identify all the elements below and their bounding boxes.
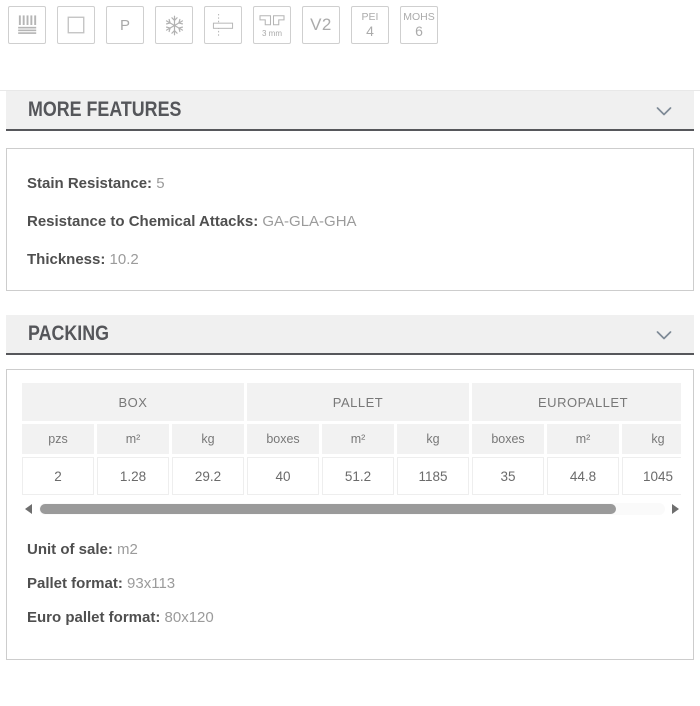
packing-title: PACKING (28, 322, 109, 345)
euro-pallet-format-label: Euro pallet format: (27, 609, 161, 626)
cell-pallet-m2: 51.2 (322, 457, 394, 495)
col-header-m2: m² (97, 424, 169, 454)
cell-europallet-kg: 1045 (622, 457, 681, 495)
group-header-box: BOX (22, 383, 244, 421)
cell-box-pzs: 2 (22, 457, 94, 495)
stain-resistance-value: 5 (156, 175, 165, 192)
pei-label: PEI (361, 11, 379, 24)
col-header-boxes: boxes (247, 424, 319, 454)
chevron-down-icon (656, 330, 672, 339)
horizontal-scrollbar[interactable] (19, 501, 681, 517)
col-header-pzs: pzs (22, 424, 94, 454)
group-header-europallet: EUROPALLET (472, 383, 681, 421)
snowflake-glyph (164, 15, 184, 35)
wall-tile-icon (8, 6, 46, 44)
mohs-value: 6 (415, 22, 423, 39)
col-header-kg: kg (172, 424, 244, 454)
packing-table-viewport[interactable]: BOX PALLET EUROPALLET pzs m² kg boxes m²… (19, 380, 681, 498)
stain-resistance-line: Stain Resistance: 5 (27, 173, 673, 194)
col-header-boxes: boxes (472, 424, 545, 454)
square-tile-icon (57, 6, 95, 44)
packing-details: Unit of sale: m2 Pallet format: 93x113 E… (19, 539, 681, 628)
cell-box-m2: 1.28 (97, 457, 169, 495)
scroll-right-arrow[interactable] (672, 504, 679, 514)
chemical-resistance-label: Resistance to Chemical Attacks: (27, 213, 259, 230)
pallet-format-line: Pallet format: 93x113 (27, 573, 681, 594)
scroll-left-arrow[interactable] (25, 504, 32, 514)
euro-pallet-format-line: Euro pallet format: 80x120 (27, 607, 681, 628)
more-features-title: MORE FEATURES (28, 98, 182, 121)
table-column-header-row: pzs m² kg boxes m² kg boxes m² kg (22, 424, 681, 454)
group-header-pallet: PALLET (247, 383, 470, 421)
square-tile-glyph (67, 16, 85, 34)
rectified-edge-glyph (212, 13, 234, 37)
col-header-kg: kg (397, 424, 470, 454)
frost-resistant-icon (155, 6, 193, 44)
cell-europallet-boxes: 35 (472, 457, 545, 495)
table-group-header-row: BOX PALLET EUROPALLET (22, 383, 681, 421)
joint-3mm-icon: 3 mm (253, 6, 291, 44)
product-feature-icon-strip: P (8, 6, 700, 44)
pei-rating-icon: PEI 4 (351, 6, 389, 44)
shade-variation-label: V2 (310, 15, 332, 34)
cell-pallet-kg: 1185 (397, 457, 470, 495)
pallet-format-label: Pallet format: (27, 575, 123, 592)
shade-variation-icon: V2 (302, 6, 340, 44)
pallet-format-value: 93x113 (127, 575, 176, 592)
more-features-panel: Stain Resistance: 5 Resistance to Chemic… (6, 148, 694, 291)
chemical-resistance-line: Resistance to Chemical Attacks: GA-GLA-G… (27, 211, 673, 232)
product-detail-page: P (0, 6, 700, 660)
table-row: 2 1.28 29.2 40 51.2 1185 35 44.8 1045 (22, 457, 681, 495)
unit-of-sale-line: Unit of sale: m2 (27, 539, 681, 560)
cell-pallet-boxes: 40 (247, 457, 319, 495)
scrollbar-track[interactable] (39, 503, 665, 515)
more-features-accordion-header[interactable]: MORE FEATURES (6, 91, 694, 131)
packing-accordion-header[interactable]: PACKING (6, 315, 694, 355)
thickness-value: 10.2 (109, 251, 139, 268)
mohs-rating-icon: MOHS 6 (400, 6, 438, 44)
polished-icon: P (106, 6, 144, 44)
cell-box-kg: 29.2 (172, 457, 244, 495)
joint-3mm-glyph (259, 15, 285, 26)
joint-3mm-label: 3 mm (262, 29, 282, 38)
mohs-label: MOHS (403, 11, 435, 24)
col-header-m2: m² (547, 424, 620, 454)
packing-panel: BOX PALLET EUROPALLET pzs m² kg boxes m²… (6, 369, 694, 660)
col-header-m2: m² (322, 424, 394, 454)
packing-table: BOX PALLET EUROPALLET pzs m² kg boxes m²… (19, 380, 681, 498)
thickness-label: Thickness: (27, 251, 106, 268)
thickness-line: Thickness: 10.2 (27, 249, 673, 270)
polished-icon-label: P (119, 16, 130, 34)
pei-value: 4 (366, 22, 374, 39)
chemical-resistance-value: GA-GLA-GHA (262, 213, 357, 230)
horizontal-divider (0, 90, 700, 91)
unit-of-sale-value: m2 (117, 541, 138, 558)
wall-tile-glyph (18, 15, 37, 34)
cell-europallet-m2: 44.8 (547, 457, 620, 495)
chevron-down-icon (656, 106, 672, 115)
unit-of-sale-label: Unit of sale: (27, 541, 113, 558)
rectified-edge-icon (204, 6, 242, 44)
col-header-kg: kg (622, 424, 681, 454)
scrollbar-thumb[interactable] (40, 504, 616, 514)
stain-resistance-label: Stain Resistance: (27, 175, 153, 192)
euro-pallet-format-value: 80x120 (164, 609, 214, 626)
